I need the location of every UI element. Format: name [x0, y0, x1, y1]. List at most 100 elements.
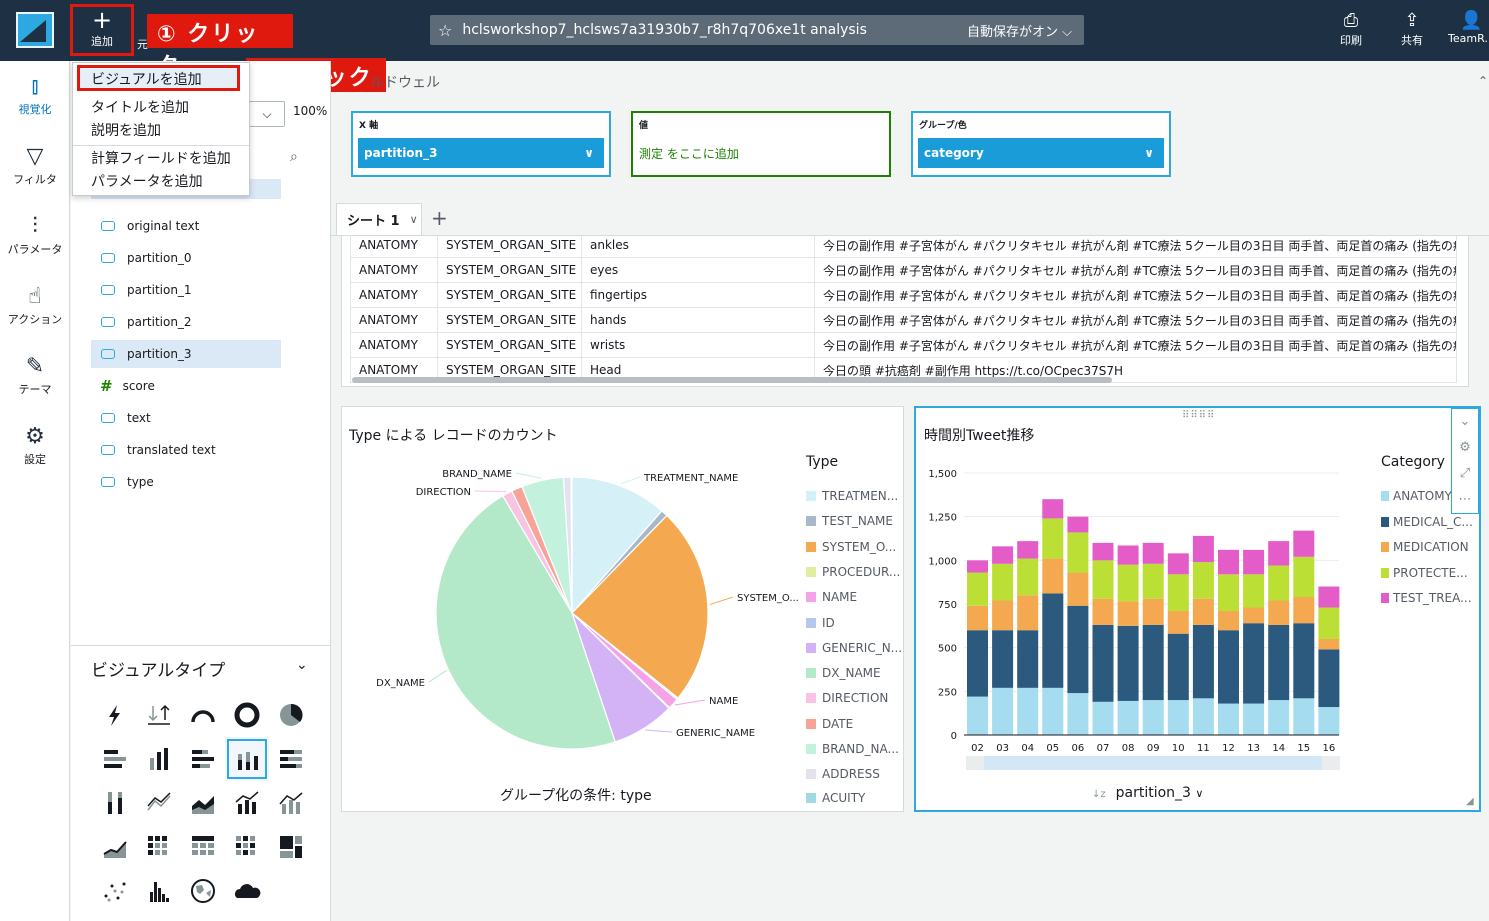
bar-segment[interactable] [1017, 687, 1039, 735]
bar-segment[interactable] [1318, 638, 1340, 650]
bar-segment[interactable] [1092, 560, 1114, 599]
scatter-plot-icon[interactable] [93, 869, 137, 913]
bar-segment[interactable] [1117, 545, 1139, 565]
field-item[interactable]: partition_1 [91, 276, 281, 304]
bar-segment[interactable] [1268, 624, 1290, 701]
bar-segment[interactable] [1017, 630, 1039, 688]
bar-segment[interactable] [992, 546, 1014, 564]
table-row[interactable]: ANATOMY SYSTEM_ORGAN_SITE wrists 今日の副作用 #子宮… [350, 332, 1457, 358]
more-options-icon[interactable]: ⋯ [1458, 492, 1472, 507]
donut-icon[interactable] [225, 693, 269, 737]
bar-segment[interactable] [992, 630, 1014, 688]
bar-segment[interactable] [1142, 542, 1164, 564]
table-visual[interactable]: ANATOMY SYSTEM_ORGAN_SITE ankles 今日の副作用 #子宮… [341, 235, 1469, 387]
bar-segment[interactable] [1017, 595, 1039, 631]
legend-item[interactable]: BRAND_NA... [806, 742, 899, 756]
bar-segment[interactable] [1117, 625, 1139, 701]
field-item[interactable]: partition_3 [91, 340, 281, 368]
bar-segment[interactable] [1067, 572, 1089, 606]
zoom-dropdown[interactable]: ⌵ [249, 101, 285, 127]
pie-slice[interactable] [435, 495, 616, 750]
bar-segment[interactable] [1318, 707, 1340, 735]
bar-segment[interactable] [1067, 693, 1089, 735]
bar-segment[interactable] [1017, 558, 1039, 596]
resize-handle-icon[interactable]: ◢ [1466, 796, 1474, 807]
bar-segment[interactable] [1293, 597, 1315, 624]
bar-segment[interactable] [1218, 610, 1239, 631]
value-well[interactable]: 値 測定 をここに追加 [631, 111, 891, 177]
autograph-icon[interactable] [93, 693, 137, 737]
tab-sheet-1[interactable]: シート 1 ∨ [336, 203, 422, 235]
bar-segment[interactable] [1092, 542, 1114, 561]
field-item[interactable]: translated text [91, 436, 281, 464]
legend-item[interactable]: DIRECTION [806, 691, 888, 705]
share-button[interactable]: ⇪ 共有 [1401, 10, 1423, 48]
chevron-down-icon[interactable]: ∨ [584, 146, 594, 160]
bar-segment[interactable] [1142, 624, 1164, 701]
bar-segment[interactable] [1042, 687, 1064, 735]
bar-segment[interactable] [1042, 518, 1064, 559]
bar-segment[interactable] [1268, 600, 1290, 625]
chevron-down-icon[interactable]: ∨ [1144, 146, 1154, 160]
bar-segment[interactable] [1117, 601, 1139, 626]
legend-item[interactable]: MEDICATION [1381, 540, 1469, 554]
gauge-icon[interactable] [181, 693, 225, 737]
bar-segment[interactable] [1268, 565, 1290, 601]
nav-parameters[interactable]: ⫶ パラメータ [0, 213, 70, 257]
quicksight-logo-icon[interactable] [16, 12, 54, 48]
line-chart-icon[interactable] [137, 781, 181, 825]
bar-segment[interactable] [1117, 700, 1139, 735]
chevron-down-icon[interactable]: ∨ [1195, 787, 1204, 800]
bar-segment[interactable] [1268, 700, 1290, 735]
bar-segment[interactable] [1192, 624, 1214, 699]
drag-handle-icon[interactable]: ⠿⠿⠿⠿ [1182, 410, 1216, 421]
undo-button-label[interactable]: 元 [137, 38, 148, 51]
bar-segment[interactable] [1042, 558, 1064, 594]
print-button[interactable]: ⎙ 印刷 [1340, 10, 1362, 48]
collapse-wells-icon[interactable]: ⌃ [1478, 74, 1489, 88]
area-chart-icon[interactable] [181, 781, 225, 825]
menu-add-calculated-field[interactable]: 計算フィールドを追加 [91, 151, 231, 167]
combo-line-icon[interactable] [269, 781, 313, 825]
tree-map-icon[interactable] [269, 825, 313, 869]
bar-segment[interactable] [1117, 564, 1139, 602]
bar-segment[interactable] [1042, 593, 1064, 688]
bar-segment[interactable] [992, 563, 1014, 601]
bar-segment[interactable] [967, 696, 988, 735]
bar-segment[interactable] [1243, 574, 1265, 608]
bar-segment[interactable] [967, 572, 988, 606]
bar-segment[interactable] [1243, 703, 1265, 735]
horizontal-scrollbar[interactable] [352, 377, 1112, 383]
nav-visualize[interactable]: ⫾ 視覚化 [0, 73, 70, 117]
nav-filter[interactable]: ▽ フィルタ [0, 143, 70, 187]
bar-segment[interactable] [1192, 598, 1214, 625]
table-row[interactable]: ANATOMY SYSTEM_ORGAN_SITE hands 今日の副作用 #子宮体… [350, 307, 1457, 333]
add-button[interactable]: + 追加 [70, 4, 134, 56]
bar-segment[interactable] [967, 630, 988, 697]
bar-segment[interactable] [1218, 549, 1239, 575]
bar-segment[interactable] [1167, 553, 1189, 575]
bar-segment[interactable] [1142, 598, 1164, 625]
bar-segment[interactable] [1293, 698, 1315, 735]
nav-settings[interactable]: ⚙ 設定 [0, 423, 70, 467]
sort-icon[interactable]: ↓z [1092, 789, 1106, 800]
bar-segment[interactable] [1067, 516, 1089, 533]
user-menu[interactable]: 👤 TeamR... [1448, 10, 1489, 45]
bar-segment[interactable] [1243, 623, 1265, 704]
field-item[interactable]: # score [91, 372, 281, 400]
bar-segment[interactable] [1293, 556, 1315, 598]
bar-segment[interactable] [967, 605, 988, 631]
pie-icon[interactable] [269, 693, 313, 737]
bar-segment[interactable] [1167, 574, 1189, 611]
expand-icon[interactable]: ⤢ [1459, 466, 1471, 481]
pie-slice[interactable] [571, 476, 663, 615]
bar-segment[interactable] [1067, 532, 1089, 573]
x-axis-field-selector[interactable]: ↓z partition_3 ∨ [1092, 785, 1203, 801]
legend-item[interactable]: ADDRESS [806, 767, 880, 781]
bar-segment[interactable] [1092, 624, 1114, 702]
field-item[interactable]: type [91, 468, 281, 496]
table-row[interactable]: ANATOMY SYSTEM_ORGAN_SITE ankles 今日の副作用 #子宮… [350, 236, 1457, 258]
bar-segment[interactable] [1092, 701, 1114, 735]
legend-item[interactable]: ACUITY [806, 792, 865, 803]
menu-add-title[interactable]: タイトルを追加 [91, 100, 189, 116]
